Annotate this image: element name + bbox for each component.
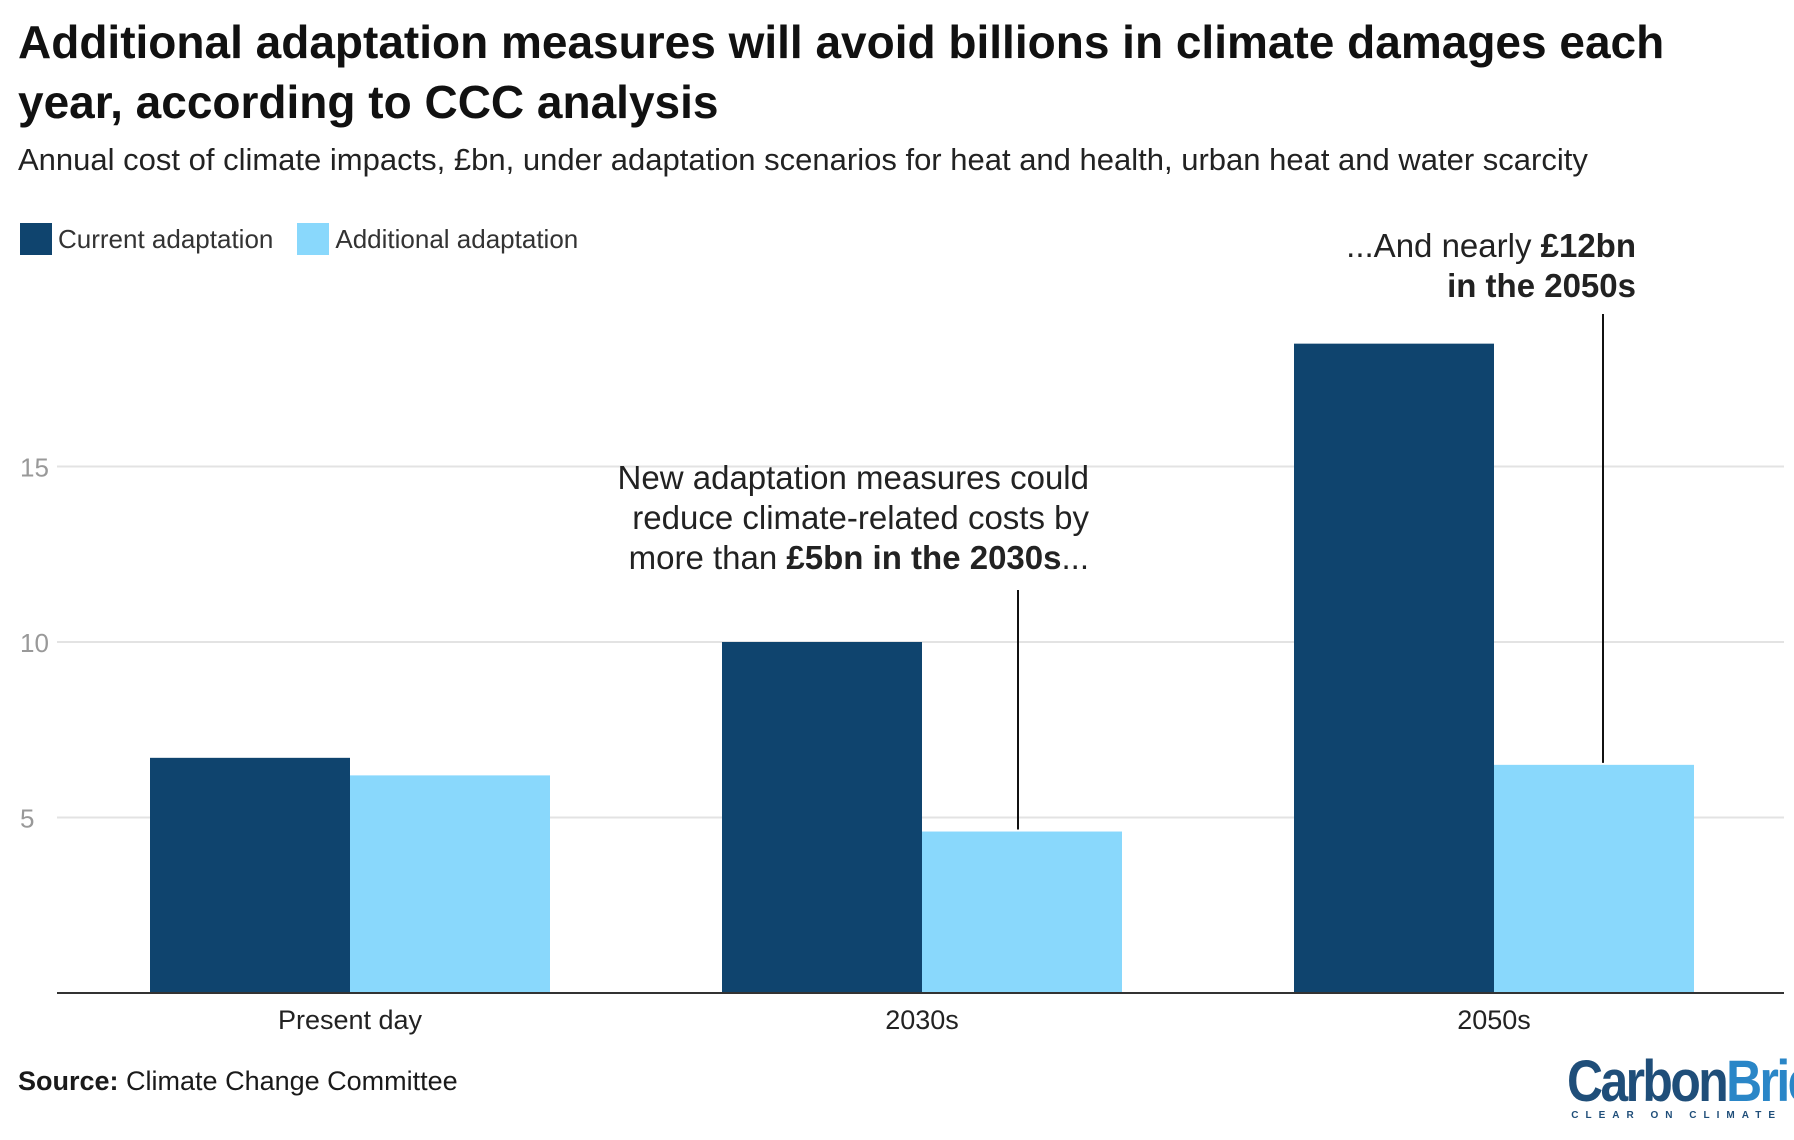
source-note: Source: Climate Change Committee [18,1066,458,1097]
logo-tagline: CLEAR ON CLIMATE [1571,1110,1782,1121]
legend-label-additional: Additional adaptation [335,223,579,254]
annotation-2050s-line2: in the 2050s [1346,266,1636,306]
source-text: Climate Change Committee [126,1066,458,1096]
axis-labels: 5 10 15 Present day 2030s 2050s [20,453,1531,1036]
y-tick-label-5: 5 [20,804,34,834]
annotation-2050s-highlight: £12bn [1540,227,1636,264]
annotation-2050s-line1-text: ...And nearly [1346,227,1541,264]
annotation-2030s-line3: more than £5bn in the 2030s... [618,538,1089,578]
annotation-2030s-line1: New adaptation measures could [617,459,1089,496]
legend-swatch-current [20,223,52,255]
legend: Current adaptation Additional adaptation [20,223,602,255]
logo-word-brief: Brief [1726,1049,1794,1114]
logo-wordmark: CarbonBrief [1567,1049,1794,1114]
legend-swatch-additional [297,223,330,255]
bar-additional-present-day [350,775,550,993]
annotation-2030s-ellipsis: ... [1061,539,1089,576]
bar-additional-2030s [922,831,1122,993]
y-tick-label-10: 10 [20,628,49,658]
legend-label-current: Current adaptation [58,223,274,254]
annotation-2030s-line2: reduce climate-related costs by [632,499,1089,536]
chart-title: Additional adaptation measures will avoi… [18,16,1665,128]
x-tick-label-2030s: 2030s [885,1005,959,1035]
y-tick-label-15: 15 [20,453,49,483]
bar-additional-2050s [1494,764,1694,993]
bar-current-2050s [1294,343,1494,993]
legend-item-current: Current adaptation [20,223,273,255]
carbon-brief-logo: CarbonBrief CLEAR ON CLIMATE [1532,1049,1794,1122]
annotation-2050s: ...And nearly £12bn in the 2050s [1346,226,1636,306]
annotation-2030s-line3-text: more than [628,539,787,576]
source-label: Source: [18,1066,119,1096]
x-tick-label-present-day: Present day [278,1005,423,1035]
annotation-2050s-line1: ...And nearly £12bn [1346,226,1636,266]
annotation-2030s-highlight: £5bn in the 2030s [786,539,1062,576]
annotation-2030s: New adaptation measures could reduce cli… [618,458,1089,578]
annotation-2050s-highlight-2: in the 2050s [1447,267,1636,304]
logo-word-carbon: Carbon [1567,1049,1729,1114]
legend-item-additional: Additional adaptation [297,223,578,255]
bar-current-2030s [722,642,922,993]
bars [150,343,1694,993]
callout-lines [1017,314,1604,830]
chart-subtitle: Annual cost of climate impacts, £bn, und… [18,142,1588,177]
bar-current-present-day [150,757,350,993]
x-tick-label-2050s: 2050s [1457,1005,1531,1035]
